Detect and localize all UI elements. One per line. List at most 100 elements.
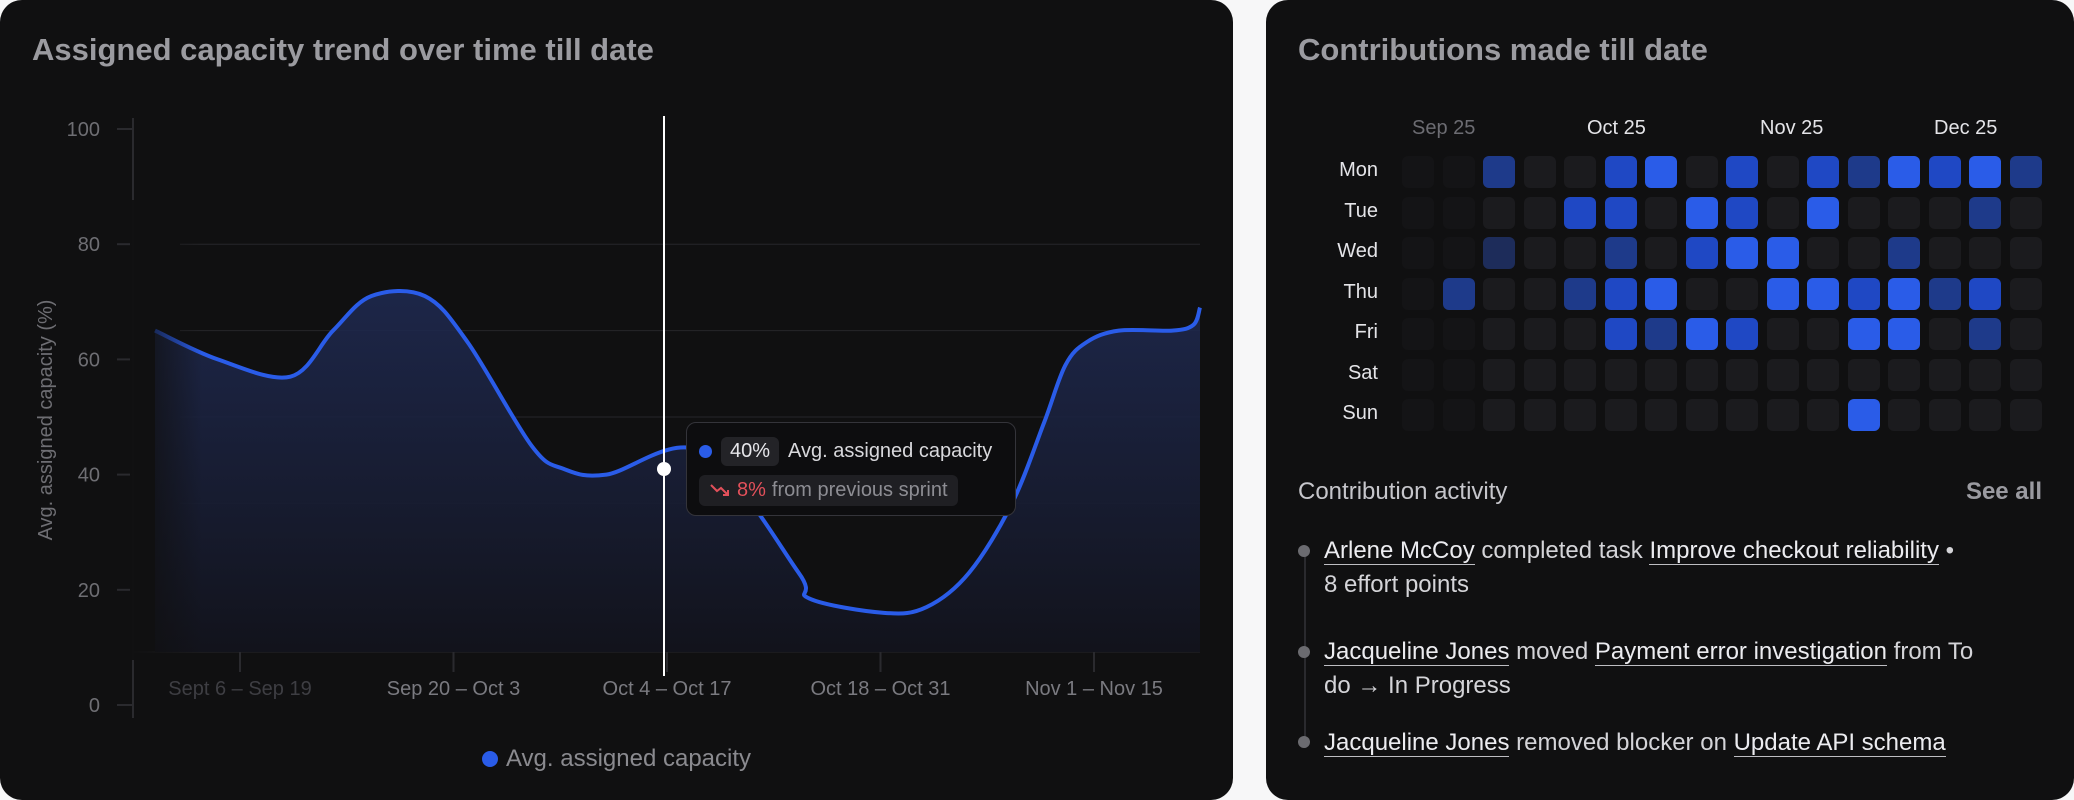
heatmap-cell[interactable] bbox=[1888, 277, 1920, 310]
heatmap-cell[interactable] bbox=[2009, 318, 2042, 350]
heatmap-cell[interactable] bbox=[1402, 237, 1434, 269]
heatmap-cell[interactable] bbox=[1564, 318, 1596, 350]
heatmap-cell[interactable] bbox=[1483, 156, 1515, 188]
heatmap-cell[interactable] bbox=[1442, 196, 1475, 229]
heatmap-cell[interactable] bbox=[1685, 277, 1718, 310]
heatmap-cell[interactable] bbox=[1928, 399, 1961, 431]
heatmap-cell[interactable] bbox=[1604, 237, 1637, 269]
heatmap-cell[interactable] bbox=[1847, 237, 1880, 269]
heatmap-cell[interactable] bbox=[2009, 196, 2042, 229]
heatmap-cell[interactable] bbox=[1645, 399, 1677, 431]
heatmap-cell[interactable] bbox=[1928, 358, 1961, 391]
heatmap-cell[interactable] bbox=[1442, 399, 1475, 431]
heatmap-cell[interactable] bbox=[1483, 277, 1515, 310]
heatmap-cell[interactable] bbox=[1766, 156, 1799, 188]
heatmap-cell[interactable] bbox=[1604, 399, 1637, 431]
heatmap-cell[interactable] bbox=[1523, 399, 1556, 431]
heatmap-cell[interactable] bbox=[1685, 196, 1718, 229]
heatmap-cell[interactable] bbox=[1402, 196, 1434, 229]
heatmap-cell[interactable] bbox=[1847, 156, 1880, 188]
heatmap-cell[interactable] bbox=[1928, 318, 1961, 350]
heatmap-cell[interactable] bbox=[1402, 277, 1434, 310]
heatmap-cell[interactable] bbox=[1847, 196, 1880, 229]
heatmap-cell[interactable] bbox=[1928, 196, 1961, 229]
heatmap-cell[interactable] bbox=[2009, 358, 2042, 391]
heatmap-cell[interactable] bbox=[1523, 156, 1556, 188]
heatmap-cell[interactable] bbox=[1807, 358, 1839, 391]
heatmap-cell[interactable] bbox=[1726, 156, 1758, 188]
heatmap-cell[interactable] bbox=[1928, 277, 1961, 310]
heatmap-cell[interactable] bbox=[1726, 399, 1758, 431]
heatmap-cell[interactable] bbox=[1564, 399, 1596, 431]
heatmap-cell[interactable] bbox=[1685, 399, 1718, 431]
heatmap-cell[interactable] bbox=[1807, 156, 1839, 188]
heatmap-cell[interactable] bbox=[2009, 277, 2042, 310]
heatmap-cell[interactable] bbox=[1969, 318, 2001, 350]
heatmap-cell[interactable] bbox=[1564, 156, 1596, 188]
heatmap-cell[interactable] bbox=[1402, 358, 1434, 391]
heatmap-cell[interactable] bbox=[1766, 277, 1799, 310]
heatmap-cell[interactable] bbox=[1523, 277, 1556, 310]
heatmap-cell[interactable] bbox=[1645, 277, 1677, 310]
heatmap-cell[interactable] bbox=[1685, 318, 1718, 350]
heatmap-cell[interactable] bbox=[1766, 196, 1799, 229]
activity-user-link[interactable]: Jacqueline Jones bbox=[1324, 729, 1510, 757]
chart-legend[interactable]: Avg. assigned capacity bbox=[0, 745, 1233, 773]
heatmap-cell[interactable] bbox=[1807, 277, 1839, 310]
heatmap-cell[interactable] bbox=[1604, 156, 1637, 188]
heatmap-cell[interactable] bbox=[1847, 399, 1880, 431]
heatmap-cell[interactable] bbox=[1523, 237, 1556, 269]
heatmap-cell[interactable] bbox=[1442, 156, 1475, 188]
heatmap-cell[interactable] bbox=[1564, 277, 1596, 310]
see-all-link[interactable]: See all bbox=[1965, 478, 2042, 505]
heatmap-cell[interactable] bbox=[1969, 277, 2001, 310]
heatmap-cell[interactable] bbox=[1766, 399, 1799, 431]
heatmap-cell[interactable] bbox=[1969, 196, 2001, 229]
heatmap-cell[interactable] bbox=[1645, 156, 1677, 188]
heatmap-cell[interactable] bbox=[1969, 399, 2001, 431]
heatmap-cell[interactable] bbox=[1888, 318, 1920, 350]
heatmap-cell[interactable] bbox=[1483, 318, 1515, 350]
activity-target-link[interactable]: Update API schema bbox=[1733, 729, 1946, 757]
heatmap-cell[interactable] bbox=[1726, 196, 1758, 229]
heatmap-cell[interactable] bbox=[1402, 318, 1434, 350]
heatmap-cell[interactable] bbox=[1888, 156, 1920, 188]
heatmap-cell[interactable] bbox=[1604, 196, 1637, 229]
heatmap-cell[interactable] bbox=[1483, 358, 1515, 391]
heatmap-cell[interactable] bbox=[1604, 277, 1637, 310]
heatmap-cell[interactable] bbox=[1685, 237, 1718, 269]
heatmap-cell[interactable] bbox=[1442, 358, 1475, 391]
heatmap-cell[interactable] bbox=[1807, 318, 1839, 350]
heatmap-cell[interactable] bbox=[1766, 358, 1799, 391]
heatmap-cell[interactable] bbox=[1523, 196, 1556, 229]
heatmap-cell[interactable] bbox=[1847, 277, 1880, 310]
activity-target-link[interactable]: Payment error investigation bbox=[1594, 638, 1887, 666]
heatmap-cell[interactable] bbox=[1564, 358, 1596, 391]
activity-target-link[interactable]: Improve checkout reliability bbox=[1649, 537, 1939, 565]
heatmap-cell[interactable] bbox=[1726, 358, 1758, 391]
heatmap-cell[interactable] bbox=[1766, 237, 1799, 269]
heatmap-cell[interactable] bbox=[1604, 318, 1637, 350]
heatmap-cell[interactable] bbox=[1847, 318, 1880, 350]
heatmap-cell[interactable] bbox=[1604, 358, 1637, 391]
heatmap-cell[interactable] bbox=[1969, 358, 2001, 391]
heatmap-cell[interactable] bbox=[1402, 156, 1434, 188]
heatmap-cell[interactable] bbox=[1807, 237, 1839, 269]
heatmap-cell[interactable] bbox=[1442, 318, 1475, 350]
heatmap-cell[interactable] bbox=[1523, 318, 1556, 350]
heatmap-cell[interactable] bbox=[2009, 399, 2042, 431]
activity-user-link[interactable]: Arlene McCoy bbox=[1324, 537, 1475, 565]
heatmap-cell[interactable] bbox=[1969, 237, 2001, 269]
heatmap-cell[interactable] bbox=[1645, 237, 1677, 269]
heatmap-cell[interactable] bbox=[1402, 399, 1434, 431]
heatmap-cell[interactable] bbox=[1483, 237, 1515, 269]
activity-user-link[interactable]: Jacqueline Jones bbox=[1324, 638, 1510, 666]
heatmap-cell[interactable] bbox=[1928, 237, 1961, 269]
heatmap-cell[interactable] bbox=[1726, 237, 1758, 269]
heatmap-cell[interactable] bbox=[2009, 156, 2042, 188]
heatmap-cell[interactable] bbox=[1807, 399, 1839, 431]
heatmap-cell[interactable] bbox=[1847, 358, 1880, 391]
heatmap-cell[interactable] bbox=[1523, 358, 1556, 391]
heatmap-cell[interactable] bbox=[1969, 156, 2001, 188]
heatmap-cell[interactable] bbox=[1766, 318, 1799, 350]
